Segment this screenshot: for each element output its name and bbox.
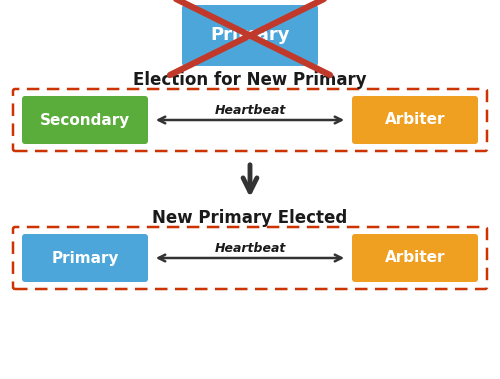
Text: Primary: Primary (52, 251, 119, 266)
Text: Arbiter: Arbiter (385, 251, 446, 266)
Text: Heartbeat: Heartbeat (214, 103, 286, 116)
FancyBboxPatch shape (352, 96, 478, 144)
Text: New Primary Elected: New Primary Elected (152, 209, 348, 227)
Text: Heartbeat: Heartbeat (214, 241, 286, 255)
Text: Arbiter: Arbiter (385, 113, 446, 127)
FancyBboxPatch shape (352, 234, 478, 282)
FancyBboxPatch shape (22, 96, 148, 144)
FancyBboxPatch shape (182, 5, 318, 66)
Text: Primary: Primary (210, 27, 290, 44)
Text: Secondary: Secondary (40, 113, 130, 127)
FancyBboxPatch shape (22, 234, 148, 282)
Text: Election for New Primary: Election for New Primary (133, 71, 367, 89)
